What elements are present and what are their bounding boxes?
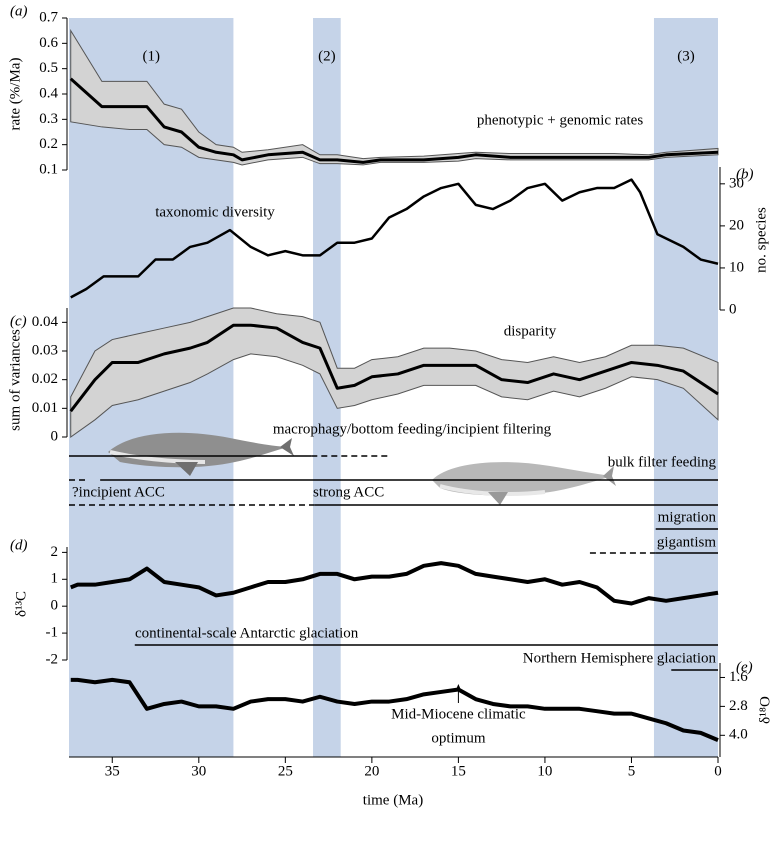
x-tick-label: 5 (628, 763, 636, 779)
x-tick-label: 30 (191, 763, 206, 779)
y-axis-label: rate (%/Ma) (7, 58, 23, 131)
foreground-layer: (1) (2) (3)35 30 25 20 15 10 5 00.10.20.30.40.50.… (7, 3, 773, 779)
y-tick-label: 0.6 (39, 35, 58, 51)
event-label: ?incipient ACC (72, 484, 165, 500)
x-tick-label: 0 (714, 763, 722, 779)
y-tick-label: -1 (46, 625, 59, 641)
whale-tail (603, 466, 616, 486)
y-tick-label: 4.0 (729, 727, 748, 743)
event-label: bulk filter feeding (608, 454, 717, 470)
whale-tail (280, 438, 294, 456)
y-tick-label: 0.5 (39, 60, 58, 76)
period-label: (2) (318, 48, 336, 64)
y-axis-label: no. species (753, 207, 769, 273)
y-tick-label: -2 (46, 651, 59, 667)
panel-label: (c) (10, 313, 27, 329)
y-tick-label: 2 (51, 544, 59, 560)
data-line (70, 561, 719, 606)
whale-1 (108, 432, 294, 476)
y-tick-label: 20 (729, 217, 744, 233)
panel-label: (b) (736, 166, 754, 182)
y-tick-label: 0.7 (39, 9, 58, 25)
whale-illustrations (108, 432, 616, 505)
whale-fin (175, 462, 198, 476)
event-label: migration (658, 509, 717, 525)
y-tick-label: 1.6 (729, 669, 748, 685)
event-label: gigantism (657, 534, 716, 550)
x-tick-label: 25 (278, 763, 293, 779)
note-text: optimum (431, 730, 486, 746)
y-tick-label: 0.01 (32, 400, 58, 416)
uncertainty-band (70, 307, 719, 438)
panel-label: (d) (10, 537, 28, 553)
x-tick-label: 10 (537, 763, 552, 779)
data-line (70, 178, 719, 299)
period-label: (1) (142, 48, 160, 64)
y-tick-label: 30 (729, 175, 744, 191)
panel-label: (e) (736, 659, 753, 675)
data-line (69, 77, 719, 164)
y-axis-label: δ¹⁸O (757, 696, 773, 724)
event-label: strong ACC (313, 484, 384, 500)
y-tick-label: 10 (729, 259, 744, 275)
whale-fin (488, 492, 508, 505)
data-line (69, 323, 719, 413)
x-tick-label: 20 (364, 763, 379, 779)
panel-annotation: disparity (504, 323, 557, 339)
event-label: macrophagy/bottom feeding/incipient filt… (273, 421, 552, 437)
data-line (70, 677, 719, 742)
y-tick-label: 0.3 (39, 111, 58, 127)
whale-body (432, 462, 612, 496)
uncertainty-band (70, 28, 719, 166)
period-label: (3) (677, 48, 695, 64)
y-tick-label: 0.04 (32, 314, 59, 330)
y-axis-label: δ¹³C (13, 591, 29, 617)
y-axis-label: sum of variances (7, 329, 23, 431)
note-arrowhead (455, 684, 462, 691)
y-tick-label: 0.03 (32, 342, 58, 358)
y-tick-label: 0 (51, 598, 59, 614)
y-tick-label: 0.4 (39, 85, 58, 101)
panel-annotation: phenotypic + genomic rates (477, 112, 643, 128)
x-axis-label: time (Ma) (363, 792, 423, 808)
y-tick-label: 0 (51, 428, 59, 444)
y-tick-label: 2.8 (729, 698, 748, 714)
y-tick-label: 0.02 (32, 371, 58, 387)
note-text: Mid-Miocene climatic (391, 706, 526, 722)
x-tick-label: 15 (451, 763, 466, 779)
y-tick-label: 0 (729, 301, 737, 317)
y-tick-label: 1 (51, 571, 59, 587)
y-tick-label: 0.1 (39, 161, 58, 177)
panel-label: (a) (10, 3, 28, 19)
y-tick-label: 0.2 (39, 136, 58, 152)
panel-annotation: taxonomic diversity (155, 204, 275, 220)
whale-belly (109, 450, 206, 464)
event-label: continental-scale Antarctic glaciation (135, 625, 359, 641)
whale-2 (432, 462, 616, 505)
x-tick-label: 35 (105, 763, 120, 779)
event-label: Northern Hemisphere glaciation (523, 650, 717, 666)
